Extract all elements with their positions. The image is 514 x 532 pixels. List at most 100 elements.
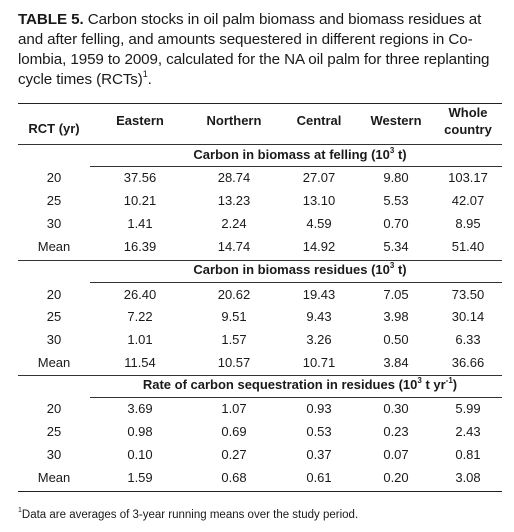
cell-northern: 28.74 bbox=[217, 170, 251, 185]
caption-line-4: cycle times (RCTs) bbox=[18, 71, 143, 88]
cell-rct: Mean bbox=[37, 239, 71, 254]
cell-northern: 10.57 bbox=[217, 355, 251, 370]
cell-northern: 1.57 bbox=[221, 332, 247, 347]
header-eastern: Eastern bbox=[116, 113, 164, 128]
cell-rct: 30 bbox=[46, 216, 62, 231]
section-title: Rate of carbon sequestration in residues… bbox=[142, 375, 458, 392]
table-header: RCT (yr) Eastern Northern Central Wester… bbox=[18, 105, 502, 144]
cell-rct: 30 bbox=[46, 332, 62, 347]
cell-western: 7.05 bbox=[383, 287, 409, 302]
cell-whole-country: 36.66 bbox=[451, 355, 485, 370]
cell-northern: 1.07 bbox=[221, 401, 247, 416]
header-whole-country: Whole country bbox=[434, 104, 502, 138]
cell-whole-country: 42.07 bbox=[451, 193, 485, 208]
section-title: Carbon in biomass residues (103 t) bbox=[193, 260, 407, 277]
cell-whole-country: 0.81 bbox=[455, 447, 481, 462]
cell-rct: 25 bbox=[46, 309, 62, 324]
cell-western: 0.07 bbox=[383, 447, 409, 462]
cell-western: 5.53 bbox=[383, 193, 409, 208]
caption-line-4-end: . bbox=[147, 71, 152, 88]
cell-rct: 25 bbox=[46, 193, 62, 208]
section-underline bbox=[90, 282, 502, 283]
cell-central: 0.53 bbox=[306, 424, 332, 439]
cell-whole-country: 73.50 bbox=[451, 287, 485, 302]
section-underline bbox=[90, 397, 502, 398]
cell-central: 4.59 bbox=[306, 216, 332, 231]
cell-central: 9.43 bbox=[306, 309, 332, 324]
cell-eastern: 37.56 bbox=[123, 170, 157, 185]
cell-eastern: 3.69 bbox=[127, 401, 153, 416]
cell-central: 0.93 bbox=[306, 401, 332, 416]
cell-central: 14.92 bbox=[302, 239, 336, 254]
cell-whole-country: 103.17 bbox=[448, 170, 488, 185]
cell-whole-country: 8.95 bbox=[455, 216, 481, 231]
cell-central: 10.71 bbox=[302, 355, 336, 370]
table-bottom-rule bbox=[18, 491, 502, 492]
cell-northern: 20.62 bbox=[217, 287, 251, 302]
caption-footnote-marker: 1 bbox=[142, 68, 148, 79]
cell-central: 19.43 bbox=[302, 287, 336, 302]
cell-rct: 20 bbox=[46, 170, 62, 185]
cell-western: 0.20 bbox=[383, 470, 409, 485]
cell-western: 0.50 bbox=[383, 332, 409, 347]
section-title: Carbon in biomass at felling (103 t) bbox=[193, 145, 407, 162]
section-divider bbox=[18, 260, 502, 261]
cell-whole-country: 6.33 bbox=[455, 332, 481, 347]
cell-eastern: 7.22 bbox=[127, 309, 153, 324]
cell-whole-country: 5.99 bbox=[455, 401, 481, 416]
header-western: Western bbox=[370, 113, 422, 128]
cell-rct: Mean bbox=[37, 470, 71, 485]
cell-rct: 25 bbox=[46, 424, 62, 439]
cell-western: 5.34 bbox=[383, 239, 409, 254]
cell-eastern: 11.54 bbox=[124, 355, 156, 370]
caption-line-1: Carbon stocks in oil palm biomass and bi… bbox=[83, 11, 482, 28]
cell-northern: 0.68 bbox=[221, 470, 247, 485]
footnote-marker: 1 bbox=[18, 507, 22, 515]
cell-eastern: 0.98 bbox=[127, 424, 153, 439]
cell-western: 3.98 bbox=[383, 309, 409, 324]
cell-western: 0.30 bbox=[383, 401, 409, 416]
cell-northern: 2.24 bbox=[221, 216, 247, 231]
cell-central: 3.26 bbox=[306, 332, 332, 347]
table-footnote: 1Data are averages of 3-year running mea… bbox=[18, 507, 359, 521]
cell-whole-country: 30.14 bbox=[451, 309, 485, 324]
cell-central: 0.37 bbox=[306, 447, 332, 462]
cell-rct: 20 bbox=[46, 287, 62, 302]
cell-whole-country: 3.08 bbox=[455, 470, 481, 485]
header-central: Central bbox=[296, 113, 342, 128]
footnote-text: Data are averages of 3-year running mean… bbox=[21, 509, 359, 521]
cell-central: 0.61 bbox=[306, 470, 332, 485]
caption-line-2: and after felling, and amounts sequester… bbox=[18, 31, 473, 48]
cell-northern: 14.74 bbox=[217, 239, 251, 254]
cell-western: 3.84 bbox=[383, 355, 409, 370]
cell-northern: 0.27 bbox=[221, 447, 247, 462]
cell-central: 27.07 bbox=[302, 170, 336, 185]
header-bottom-rule bbox=[18, 144, 502, 145]
cell-eastern: 1.01 bbox=[127, 332, 153, 347]
table-label: TABLE 5. bbox=[18, 11, 84, 28]
cell-eastern: 10.21 bbox=[123, 193, 157, 208]
cell-northern: 13.23 bbox=[217, 193, 251, 208]
header-rct: RCT (yr) bbox=[28, 121, 80, 136]
header-whole-line1: Whole bbox=[448, 105, 488, 120]
cell-northern: 9.51 bbox=[221, 309, 247, 324]
section-divider bbox=[18, 375, 502, 376]
cell-eastern: 1.59 bbox=[127, 470, 153, 485]
header-northern: Northern bbox=[206, 113, 262, 128]
cell-rct: Mean bbox=[37, 355, 71, 370]
cell-eastern: 0.10 bbox=[127, 447, 153, 462]
table-top-rule bbox=[18, 103, 502, 104]
table-caption: TABLE 5. Carbon stocks in oil palm bioma… bbox=[18, 10, 506, 90]
cell-whole-country: 2.43 bbox=[455, 424, 481, 439]
cell-northern: 0.69 bbox=[221, 424, 247, 439]
cell-eastern: 26.40 bbox=[123, 287, 157, 302]
cell-western: 9.80 bbox=[383, 170, 409, 185]
cell-central: 13.10 bbox=[302, 193, 336, 208]
header-whole-line2: country bbox=[444, 122, 492, 137]
cell-rct: 20 bbox=[46, 401, 62, 416]
section-underline bbox=[90, 166, 502, 167]
cell-western: 0.70 bbox=[383, 216, 409, 231]
cell-whole-country: 51.40 bbox=[451, 239, 485, 254]
cell-eastern: 1.41 bbox=[127, 216, 153, 231]
